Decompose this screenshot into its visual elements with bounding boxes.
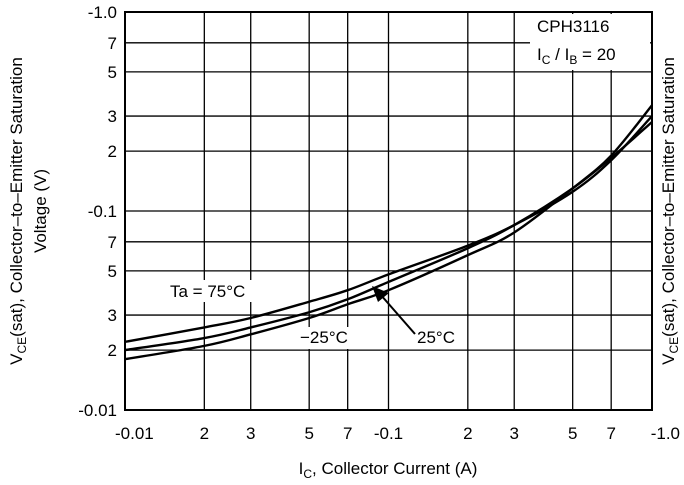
x-tick-label: 2 <box>463 424 472 443</box>
y-tick-label: 5 <box>108 262 117 281</box>
y-tick-label: 7 <box>108 34 117 53</box>
curve-label-25: 25°C <box>417 328 455 347</box>
curve-label-minus25: −25°C <box>300 328 348 347</box>
x-tick-label: 5 <box>304 424 313 443</box>
ta75-label-bg <box>167 280 275 302</box>
x-tick-label: -0.1 <box>374 424 403 443</box>
tm25-label-bg <box>297 327 359 349</box>
x-tick-label: 2 <box>200 424 209 443</box>
y-tick-label: 3 <box>108 107 117 126</box>
curve-label-ta75: Ta = 75°C <box>170 282 245 301</box>
x-tick-label: 5 <box>568 424 577 443</box>
y-tick-label: -0.1 <box>88 202 117 221</box>
x-tick-label: 7 <box>606 424 615 443</box>
x-tick-label: -1.0 <box>651 424 680 443</box>
y-tick-label: 7 <box>108 233 117 252</box>
y-tick-labels: -1.0 7 5 3 2 -0.1 7 5 3 2 -0.01 <box>78 3 117 420</box>
y-tick-label: 5 <box>108 63 117 82</box>
plot-frame <box>124 11 653 411</box>
x-tick-label: 3 <box>246 424 255 443</box>
y-tick-label: 2 <box>108 341 117 360</box>
series-line-ta75 <box>124 115 653 344</box>
arrow-25 <box>372 286 416 335</box>
ic-ib-ratio: IC / IB = 20 <box>537 45 616 67</box>
part-number: CPH3116 <box>537 17 609 36</box>
annotation-box-bg <box>530 14 650 70</box>
y-axis-title-line1: VCE(sat), Collector–to–Emitter Saturatio… <box>7 57 29 365</box>
series-lines <box>124 104 653 361</box>
series-line-tm25 <box>124 104 653 361</box>
y-tick-label: 3 <box>108 306 117 325</box>
right-axis-title: VCE(sat), Collector–to–Emitter Saturatio… <box>659 57 681 365</box>
y-tick-label: -0.01 <box>78 401 117 420</box>
t25-label-bg <box>414 327 466 349</box>
x-tick-label: 3 <box>509 424 518 443</box>
x-tick-label: -0.01 <box>115 424 154 443</box>
grid <box>125 12 652 410</box>
x-tick-label: 7 <box>343 424 352 443</box>
y-tick-label: 2 <box>108 142 117 161</box>
y-axis-title-line2: Voltage (V) <box>31 169 50 253</box>
x-axis-title: IC, Collector Current (A) <box>299 459 478 481</box>
x-tick-labels: -0.01 2 3 5 7 -0.1 2 3 5 7 -1.0 <box>115 424 680 443</box>
y-tick-label: -1.0 <box>88 3 117 22</box>
